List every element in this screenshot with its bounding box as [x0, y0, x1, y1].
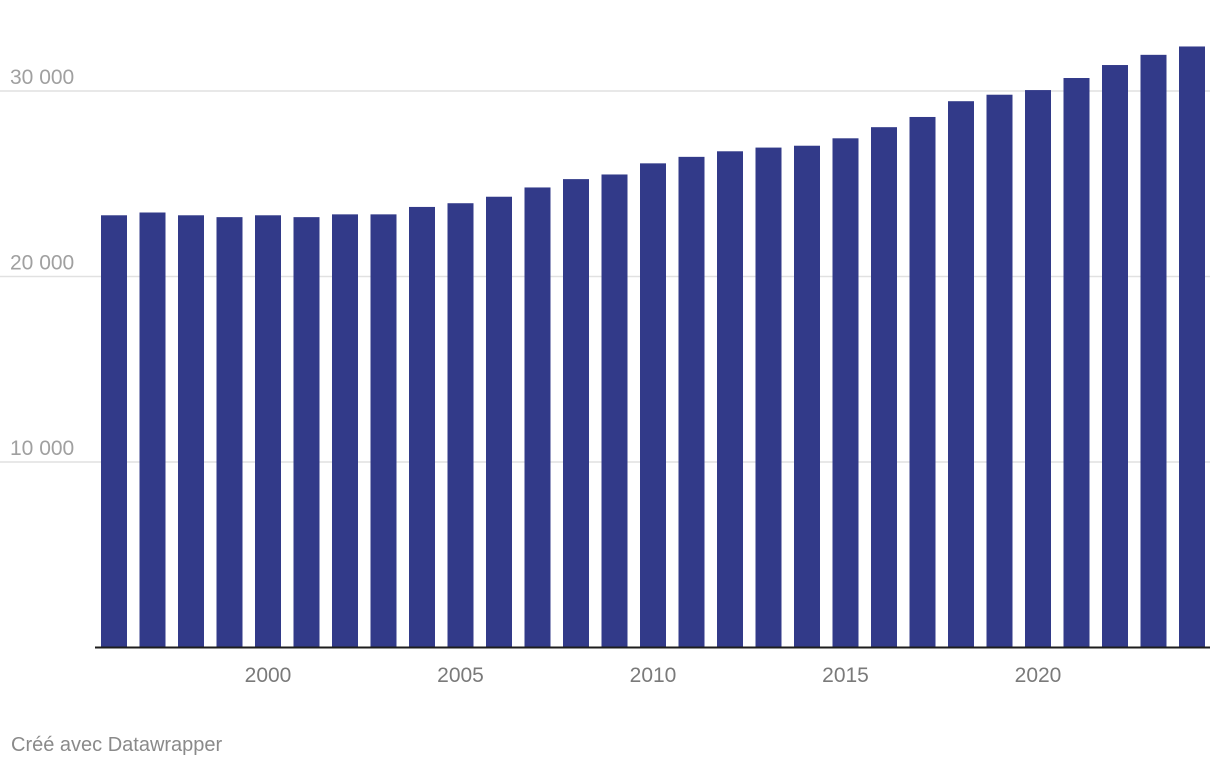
bar-2018	[948, 101, 974, 648]
bar-2004	[409, 206, 435, 648]
bar-2005	[447, 203, 474, 648]
bar-2008	[563, 179, 589, 648]
bar-2013	[755, 147, 782, 648]
bar-2003	[370, 214, 397, 648]
bar-2012	[717, 151, 743, 648]
y-tick-label: 20 000	[10, 252, 74, 275]
y-tick-label: 30 000	[10, 66, 74, 89]
bar-1997	[139, 212, 166, 648]
bar-2022	[1102, 65, 1128, 648]
x-tick-label: 2000	[245, 664, 292, 687]
y-axis-tick-labels: 10 000 20 000 30 000	[10, 66, 74, 460]
bar-2023	[1140, 54, 1167, 648]
bar-2006	[486, 196, 512, 648]
x-tick-label: 2015	[822, 664, 869, 687]
bars	[101, 46, 1205, 648]
x-tick-label: 2020	[1015, 664, 1062, 687]
bar-2021	[1063, 78, 1090, 648]
bar-2024	[1179, 46, 1205, 648]
chart-container: 10 000 20 000 30 000 2000 2005 2010 2015 2020	[0, 46, 1210, 687]
bar-2019	[986, 94, 1013, 648]
bar-2009	[601, 174, 628, 648]
bar-1998	[178, 215, 204, 648]
bar-2007	[524, 187, 551, 648]
bar-2000	[255, 215, 281, 648]
y-tick-label: 10 000	[10, 437, 74, 460]
bar-2002	[332, 214, 358, 648]
bar-chart: 10 000 20 000 30 000 2000 2005 2010 2015 2020	[0, 46, 1210, 687]
bar-2011	[678, 156, 705, 648]
bar-2020	[1025, 90, 1051, 648]
bar-2014	[794, 145, 820, 648]
bar-2016	[871, 127, 897, 648]
x-tick-label: 2005	[437, 664, 484, 687]
bar-1996	[101, 215, 127, 648]
bar-2017	[909, 116, 936, 648]
credit-text: Créé avec Datawrapper	[11, 734, 223, 756]
x-tick-label: 2010	[630, 664, 677, 687]
bar-1999	[216, 217, 243, 648]
x-axis-tick-labels: 2000 2005 2010 2015 2020	[245, 664, 1062, 687]
bar-2001	[293, 217, 320, 648]
bar-2010	[640, 163, 666, 648]
bar-2015	[832, 138, 859, 648]
